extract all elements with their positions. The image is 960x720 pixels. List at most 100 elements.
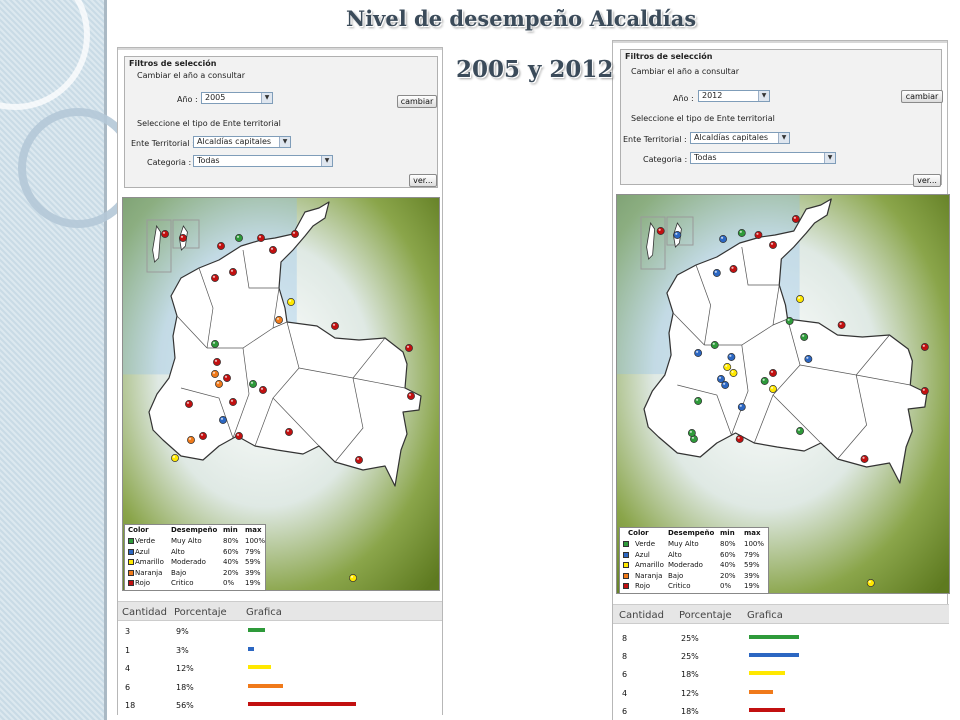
city-marker[interactable]: [171, 454, 179, 462]
ente-select[interactable]: Alcaldías capitales ▼: [193, 136, 291, 148]
city-marker[interactable]: [235, 234, 243, 242]
count-cell: 3: [125, 627, 131, 636]
legend-cell: 59%: [245, 558, 261, 566]
city-marker[interactable]: [257, 234, 265, 242]
city-marker[interactable]: [796, 295, 804, 303]
year-select[interactable]: 2012 ▼: [698, 90, 770, 102]
city-marker[interactable]: [710, 341, 719, 349]
city-marker[interactable]: [723, 363, 732, 371]
city-marker[interactable]: [729, 265, 738, 273]
city-marker[interactable]: [769, 385, 777, 393]
legend-cell: Alto: [668, 550, 682, 559]
panel-top-border: [118, 48, 442, 50]
city-marker[interactable]: [259, 386, 267, 394]
city-marker[interactable]: [656, 227, 665, 235]
percent-cell: 56%: [176, 701, 194, 710]
city-marker[interactable]: [800, 333, 809, 341]
stats-table: Cantidad Porcentaje Grafica 8 25% 8 25% 6 18% 4 12…: [613, 604, 949, 720]
city-marker[interactable]: [804, 355, 813, 363]
city-marker[interactable]: [769, 369, 777, 377]
view-button[interactable]: ver...: [409, 174, 437, 187]
marker-highlight: [696, 350, 699, 353]
city-marker[interactable]: [866, 579, 875, 587]
city-marker[interactable]: [229, 268, 237, 276]
city-marker[interactable]: [211, 340, 219, 348]
city-marker[interactable]: [694, 397, 703, 405]
city-marker[interactable]: [187, 436, 195, 444]
category-select[interactable]: Todas ▼: [193, 155, 333, 167]
city-marker[interactable]: [673, 231, 682, 239]
city-marker[interactable]: [287, 298, 295, 306]
city-marker[interactable]: [712, 269, 721, 277]
city-marker[interactable]: [185, 400, 193, 408]
city-marker[interactable]: [349, 574, 357, 582]
city-marker[interactable]: [217, 242, 225, 250]
city-marker[interactable]: [760, 377, 769, 385]
city-marker[interactable]: [737, 229, 746, 237]
ente-select[interactable]: Alcaldías capitales ▼: [690, 132, 790, 144]
city-marker[interactable]: [735, 435, 744, 443]
city-marker[interactable]: [223, 374, 231, 382]
city-marker[interactable]: [331, 322, 339, 330]
count-cell: 6: [622, 706, 628, 716]
city-marker[interactable]: [837, 321, 846, 329]
legend-cell: Amarillo: [635, 561, 664, 569]
marker-highlight: [787, 318, 790, 321]
city-marker[interactable]: [211, 370, 219, 378]
percent-cell: 12%: [681, 688, 699, 698]
city-marker[interactable]: [796, 427, 804, 435]
stats-row: 6 18%: [613, 703, 949, 720]
legend-header: Desempeño: [171, 526, 218, 534]
legend-cell: 20%: [223, 568, 239, 577]
city-marker[interactable]: [213, 358, 221, 366]
city-marker[interactable]: [161, 230, 169, 238]
view-button[interactable]: ver...: [913, 174, 941, 187]
year-select[interactable]: 2005 ▼: [201, 92, 273, 104]
city-marker[interactable]: [211, 274, 219, 282]
city-marker[interactable]: [920, 387, 929, 395]
city-marker[interactable]: [285, 428, 293, 436]
city-marker[interactable]: [269, 246, 277, 254]
city-marker[interactable]: [355, 456, 363, 464]
city-marker[interactable]: [215, 380, 223, 388]
city-marker[interactable]: [405, 344, 413, 352]
legend-table: Color Desempeño min max Verde Muy Alto 80% 100%…: [619, 527, 769, 594]
city-marker[interactable]: [729, 369, 738, 377]
city-marker[interactable]: [727, 353, 736, 361]
city-marker[interactable]: [694, 349, 703, 357]
year-select-value: 2005: [205, 93, 226, 102]
city-marker[interactable]: [737, 403, 746, 411]
city-marker[interactable]: [754, 231, 763, 239]
marker-highlight: [770, 370, 774, 373]
marker-highlight: [731, 370, 734, 373]
city-marker[interactable]: [179, 234, 187, 242]
city-marker[interactable]: [687, 429, 696, 437]
city-marker[interactable]: [785, 317, 794, 325]
change-year-button[interactable]: cambiar: [397, 95, 437, 108]
city-marker[interactable]: [219, 416, 227, 424]
city-marker[interactable]: [791, 215, 800, 223]
legend-cell: Verde: [635, 540, 656, 548]
city-marker[interactable]: [860, 455, 869, 463]
city-marker[interactable]: [721, 381, 730, 389]
stats-row: 4 12%: [118, 660, 442, 678]
city-marker[interactable]: [229, 398, 237, 406]
city-marker[interactable]: [920, 343, 929, 351]
category-select[interactable]: Todas ▼: [690, 152, 836, 164]
legend-cell: 39%: [744, 571, 760, 580]
city-marker[interactable]: [275, 316, 283, 324]
city-marker[interactable]: [407, 392, 415, 400]
change-year-button[interactable]: cambiar: [901, 90, 943, 103]
department-border: [180, 387, 234, 439]
city-marker[interactable]: [291, 230, 299, 238]
legend-cell: Bajo: [668, 571, 684, 580]
chevron-down-icon: ▼: [758, 91, 769, 101]
city-marker[interactable]: [769, 241, 777, 249]
legend-row: Azul Alto 60% 79%: [125, 548, 265, 557]
city-marker[interactable]: [249, 380, 257, 388]
city-marker[interactable]: [719, 235, 728, 243]
city-marker[interactable]: [199, 432, 207, 440]
island-inset-box: [640, 216, 666, 270]
marker-highlight: [737, 436, 740, 439]
city-marker[interactable]: [235, 432, 243, 440]
